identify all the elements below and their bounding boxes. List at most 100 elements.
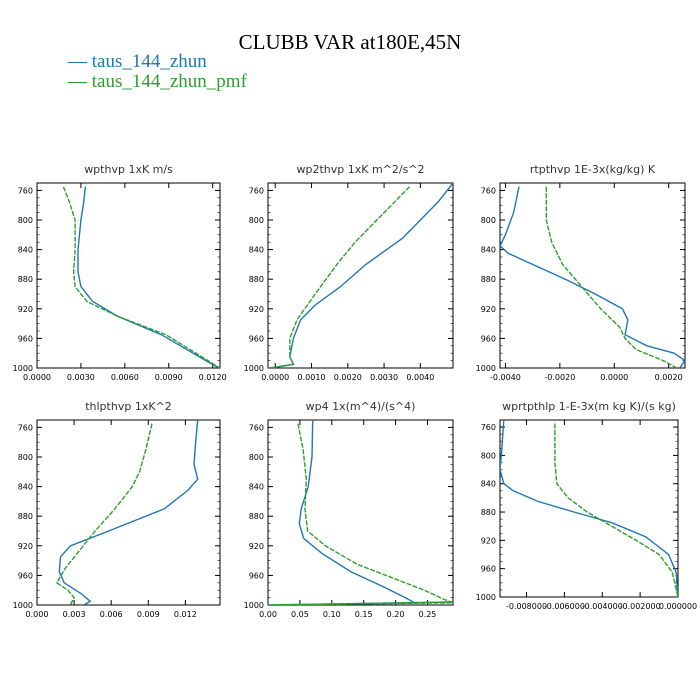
y-tick-label: 880: [18, 275, 33, 284]
y-tick-label: 1000: [13, 601, 33, 610]
x-tick-label: -0.006000: [544, 602, 585, 611]
y-tick-label: 960: [249, 571, 264, 580]
plot-frame: [36, 182, 221, 369]
series-line: [55, 423, 153, 605]
y-tick-label: 920: [249, 305, 264, 314]
y-tick-label: 960: [18, 334, 33, 343]
y-tick-label: 1000: [13, 364, 33, 373]
y-tick-label: 760: [249, 423, 264, 432]
x-tick-label: 0.0020: [334, 373, 362, 382]
y-tick-label: 840: [18, 483, 33, 492]
y-tick-label: 800: [18, 216, 33, 225]
y-tick-label: 920: [249, 542, 264, 551]
chart-title: rtpthvp 1E-3x(kg/kg) K: [530, 163, 656, 176]
x-tick-label: 0.00: [259, 610, 277, 619]
y-tick-label: 840: [249, 483, 264, 492]
series-line: [268, 183, 453, 368]
y-tick-label: 960: [18, 571, 33, 580]
x-tick-label: -0.002000: [620, 602, 661, 611]
y-tick-label: 840: [249, 246, 264, 255]
x-tick-label: 0.009: [137, 610, 160, 619]
chart-title: thlpthvp 1xK^2: [85, 400, 172, 413]
chart-panel: wp2thvp 1xK m^2/s^2 760 800 840 880 920 960 100…: [244, 163, 454, 382]
series-line: [58, 420, 199, 605]
chart-panel: thlpthvp 1xK^2 760 800 840 880 920 960 1000 0.00…: [13, 400, 221, 619]
x-tick-label: 0.012: [174, 610, 197, 619]
y-tick-label: 880: [249, 512, 264, 521]
x-tick-label: 0.0030: [370, 373, 398, 382]
y-tick-label: 800: [481, 216, 496, 225]
plot-frame: [499, 419, 679, 598]
plot-frame: [267, 182, 454, 369]
x-tick-label: 0.0010: [298, 373, 326, 382]
series-line: [500, 186, 685, 368]
y-tick-label: 960: [481, 565, 496, 574]
y-tick-label: 800: [249, 453, 264, 462]
y-tick-label: 760: [18, 423, 33, 432]
y-tick-label: 760: [481, 186, 496, 195]
series-line: [554, 423, 678, 597]
y-tick-label: 840: [481, 246, 496, 255]
x-tick-label: 0.20: [387, 610, 405, 619]
y-tick-label: 920: [481, 305, 496, 314]
y-tick-label: 1000: [476, 593, 496, 602]
series-line: [545, 186, 678, 368]
y-tick-label: 1000: [476, 364, 496, 373]
legend-line-icon: —: [68, 51, 87, 72]
x-tick-label: -0.004000: [582, 602, 623, 611]
x-tick-label: 0.0060: [111, 373, 139, 382]
x-tick-label: 0.0030: [67, 373, 95, 382]
figure-title: CLUBB VAR at180E,45N: [238, 30, 462, 54]
x-tick-label: 0.006: [100, 610, 123, 619]
x-tick-label: 0.000000: [659, 602, 697, 611]
y-tick-label: 840: [18, 246, 33, 255]
y-tick-label: 880: [18, 512, 33, 521]
y-tick-label: 760: [481, 423, 496, 432]
x-tick-label: 0.10: [323, 610, 341, 619]
series-line: [500, 420, 678, 597]
x-tick-label: 0.0000: [600, 373, 628, 382]
y-tick-label: 880: [481, 275, 496, 284]
y-tick-label: 760: [249, 186, 264, 195]
legend-label: taus_144_zhun_pmf: [91, 71, 247, 92]
x-tick-label: 0.0120: [199, 373, 227, 382]
x-tick-label: 0.0000: [261, 373, 289, 382]
y-tick-label: 840: [481, 480, 496, 489]
y-tick-label: 1000: [244, 364, 264, 373]
y-tick-label: 760: [18, 186, 33, 195]
chart-title: wp2thvp 1xK m^2/s^2: [296, 163, 424, 176]
chart-title: wprtpthlp 1-E-3x(m kg K)/(s kg): [502, 400, 676, 413]
legend-entry: — taus_144_zhun_pmf: [68, 71, 247, 93]
series-line: [268, 186, 411, 368]
y-tick-label: 800: [18, 453, 33, 462]
plot-frame: [267, 419, 454, 606]
y-tick-label: 920: [481, 536, 496, 545]
y-tick-label: 880: [481, 508, 496, 517]
legend-line-icon: —: [68, 71, 87, 92]
series-line: [77, 186, 219, 368]
y-tick-label: 960: [249, 334, 264, 343]
x-tick-label: 0.0040: [406, 373, 434, 382]
plot-frame: [36, 419, 221, 606]
y-tick-label: 920: [18, 542, 33, 551]
legend-label: taus_144_zhun: [91, 51, 207, 72]
series-line: [62, 186, 220, 368]
x-tick-label: -0.0020: [544, 373, 575, 382]
legend-entry: — taus_144_zhun: [68, 51, 207, 73]
chart-panel: wp4 1x(m^4)/(s^4)76080084088092096010000…: [244, 400, 454, 619]
chart-panel: rtpthvp 1E-3x(kg/kg) K 760 800 840 880 920 960…: [476, 163, 686, 382]
x-tick-label: 0.25: [419, 610, 437, 619]
plot-frame: [499, 182, 686, 369]
y-tick-label: 800: [481, 451, 496, 460]
x-tick-label: 0.0020: [655, 373, 683, 382]
x-tick-label: 0.0090: [155, 373, 183, 382]
x-tick-label: 0.0000: [23, 373, 51, 382]
x-tick-label: -0.0040: [490, 373, 521, 382]
x-tick-label: 0.003: [63, 610, 86, 619]
chart-title: wpthvp 1xK m/s: [84, 163, 173, 176]
chart-panel: wpthvp 1xK m/s76080084088092096010000.00…: [13, 163, 227, 382]
y-tick-label: 1000: [244, 601, 264, 610]
series-line: [268, 423, 453, 605]
y-tick-label: 880: [249, 275, 264, 284]
